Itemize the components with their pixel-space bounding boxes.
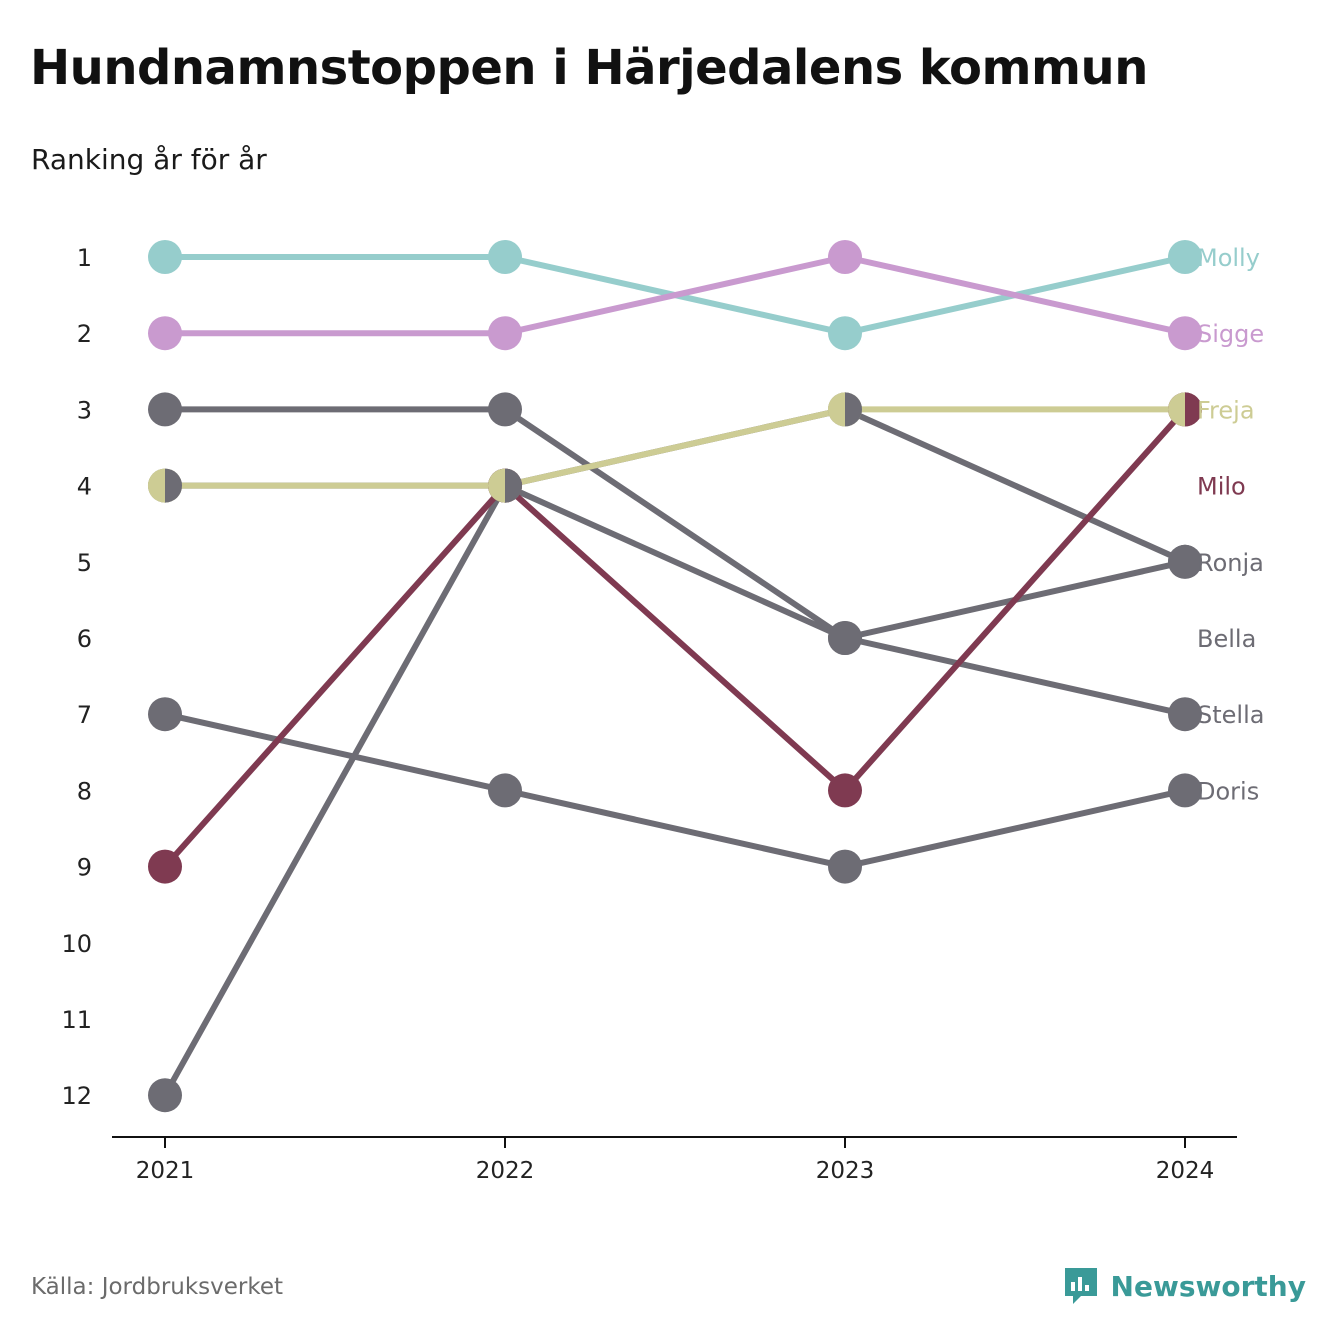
series-line-milo — [162, 406, 1188, 870]
y-tick-label: 1 — [77, 244, 92, 272]
x-tick-label: 2024 — [1156, 1158, 1215, 1184]
page-title: Hundnamnstoppen i Härjedalens kommun — [30, 40, 1148, 96]
page-subtitle: Ranking år för år — [31, 143, 267, 176]
y-tick-label: 3 — [77, 396, 92, 424]
y-tick-label: 12 — [61, 1082, 92, 1110]
point-molly — [488, 240, 522, 274]
point-doris — [148, 697, 182, 732]
point-molly — [828, 316, 862, 351]
point-sigge — [148, 316, 182, 351]
x-tick-label: 2021 — [136, 1158, 195, 1184]
series-line-bella — [162, 406, 1188, 718]
point-ronja — [148, 1078, 182, 1113]
series-label-freja: Freja — [1197, 396, 1255, 424]
y-tick-label: 7 — [77, 701, 92, 729]
point-freja-half — [828, 392, 845, 427]
x-tick-label: 2023 — [816, 1158, 875, 1184]
point-bella — [828, 621, 862, 655]
point-sigge — [488, 316, 522, 351]
y-tick-label: 9 — [77, 854, 92, 882]
y-tick-label: 10 — [61, 930, 92, 958]
point-freja-half — [1168, 392, 1185, 427]
point-milo — [148, 849, 182, 884]
point-doris — [1168, 773, 1202, 808]
point-sigge — [828, 240, 862, 274]
series-label-ronja: Ronja — [1197, 549, 1264, 577]
series-label-molly: Molly — [1197, 244, 1260, 272]
point-sigge — [1168, 316, 1202, 351]
point-overlap-half — [505, 468, 522, 503]
point-molly — [1168, 240, 1202, 274]
point-doris — [828, 849, 862, 884]
y-tick-label: 2 — [77, 320, 92, 348]
series-label-stella: Stella — [1197, 701, 1264, 729]
series-label-doris: Doris — [1197, 777, 1259, 805]
series-lines — [162, 254, 1188, 1099]
point-overlap-half — [845, 392, 862, 427]
series-line-freja — [162, 406, 1188, 489]
point-stella — [1168, 544, 1202, 579]
y-tick-label: 8 — [77, 777, 92, 805]
series-label-sigge: Sigge — [1197, 320, 1264, 348]
y-tick-label: 5 — [77, 549, 92, 577]
point-freja-half — [488, 468, 505, 503]
point-molly — [148, 240, 182, 274]
y-tick-label: 4 — [77, 473, 92, 501]
series-line-sigge — [162, 254, 1188, 337]
point-freja-half — [148, 468, 165, 503]
point-bella — [148, 392, 182, 427]
point-milo-half — [1185, 392, 1202, 427]
point-bella — [1168, 697, 1202, 732]
point-doris — [488, 773, 522, 808]
point-overlap-half — [165, 468, 182, 503]
series-labels: Molly Sigge Freja Milo Ronja Bella Stella Doris — [1197, 244, 1264, 805]
series-label-bella: Bella — [1197, 625, 1256, 653]
series-points — [148, 240, 1202, 1113]
source-note: Källa: Jordbruksverket — [31, 1274, 284, 1300]
brand-name: Newsworthy — [1110, 1269, 1306, 1303]
series-line-doris — [162, 711, 1188, 870]
y-tick-label: 6 — [77, 625, 92, 653]
y-tick-label: 11 — [61, 1006, 92, 1034]
x-tick-label: 2022 — [476, 1158, 535, 1184]
x-axis: 2021 2022 2023 2024 — [112, 1136, 1237, 1184]
point-milo — [828, 773, 862, 808]
newsworthy-logo-icon — [1064, 1268, 1097, 1304]
brand: Newsworthy — [1063, 1266, 1306, 1306]
series-label-milo: Milo — [1197, 473, 1246, 501]
point-bella — [488, 392, 522, 427]
